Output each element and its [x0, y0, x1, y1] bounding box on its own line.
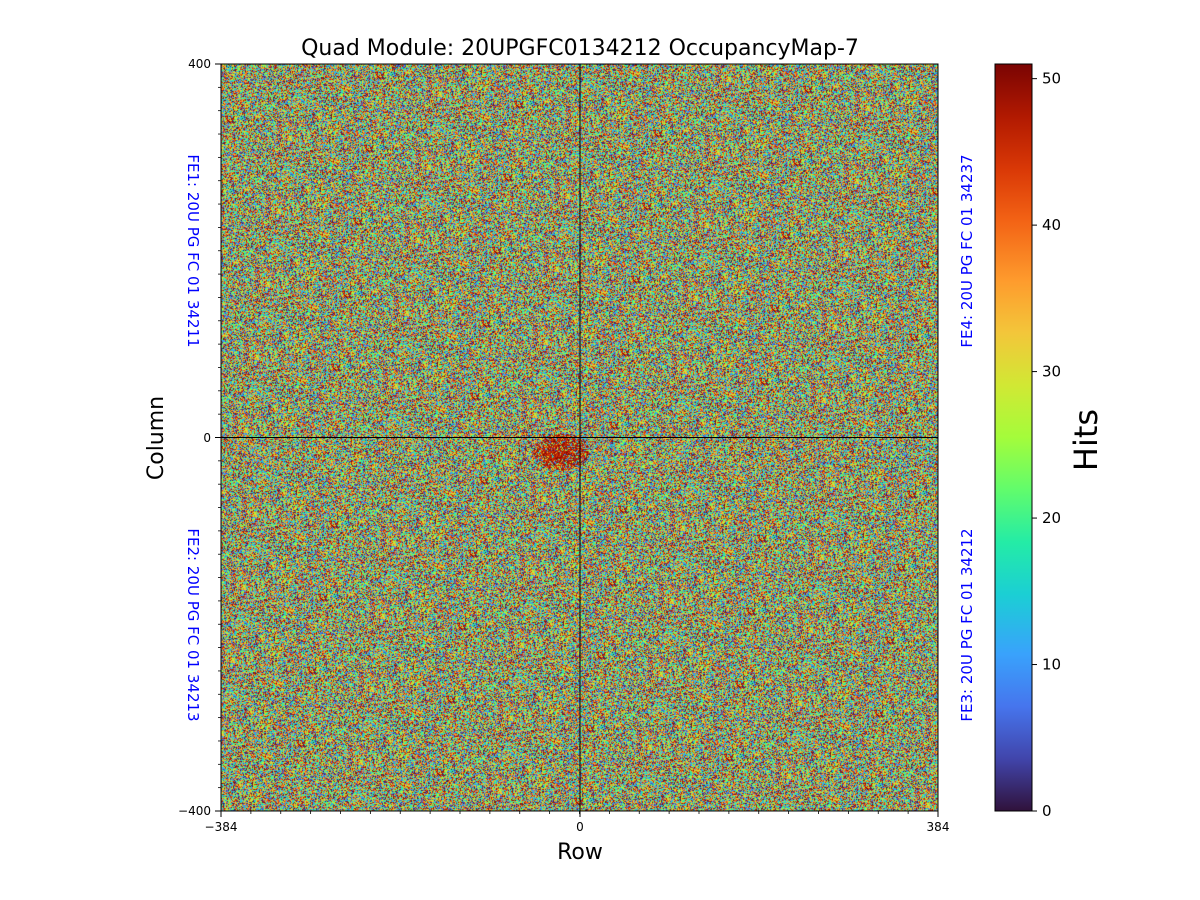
fe1-label: FE1: 20U PG FC 01 34211	[184, 154, 202, 347]
fe4-label: FE4: 20U PG FC 01 34237	[958, 154, 976, 347]
colorbar-tick-label: 30	[1042, 363, 1061, 381]
colorbar	[994, 63, 1033, 812]
x-axis-label: Row	[557, 840, 603, 865]
x-tick-label: −384	[205, 820, 238, 834]
colorbar-label: Hits	[1067, 409, 1105, 471]
x-tick-label: 384	[927, 820, 950, 834]
y-tick-label: −400	[178, 804, 211, 818]
x-tick-label: 0	[576, 820, 584, 834]
fe3-label: FE3: 20U PG FC 01 34212	[958, 528, 976, 721]
colorbar-tick-label: 20	[1042, 509, 1061, 527]
y-axis-label: Column	[144, 396, 169, 480]
colorbar-tick-label: 50	[1042, 70, 1061, 88]
y-tick-label: 0	[203, 431, 211, 445]
colorbar-tick-label: 40	[1042, 216, 1061, 234]
chart-title: Quad Module: 20UPGFC0134212 OccupancyMap…	[301, 36, 859, 61]
colorbar-tick-label: 10	[1042, 656, 1061, 674]
colorbar-tick-label: 0	[1042, 802, 1052, 820]
minor-ticks	[218, 63, 939, 814]
colorbar-ticks: 0 10 20 30 40 50	[1032, 70, 1061, 820]
fe2-label: FE2: 20U PG FC 01 34213	[184, 528, 202, 721]
y-tick-label: 400	[188, 57, 211, 71]
